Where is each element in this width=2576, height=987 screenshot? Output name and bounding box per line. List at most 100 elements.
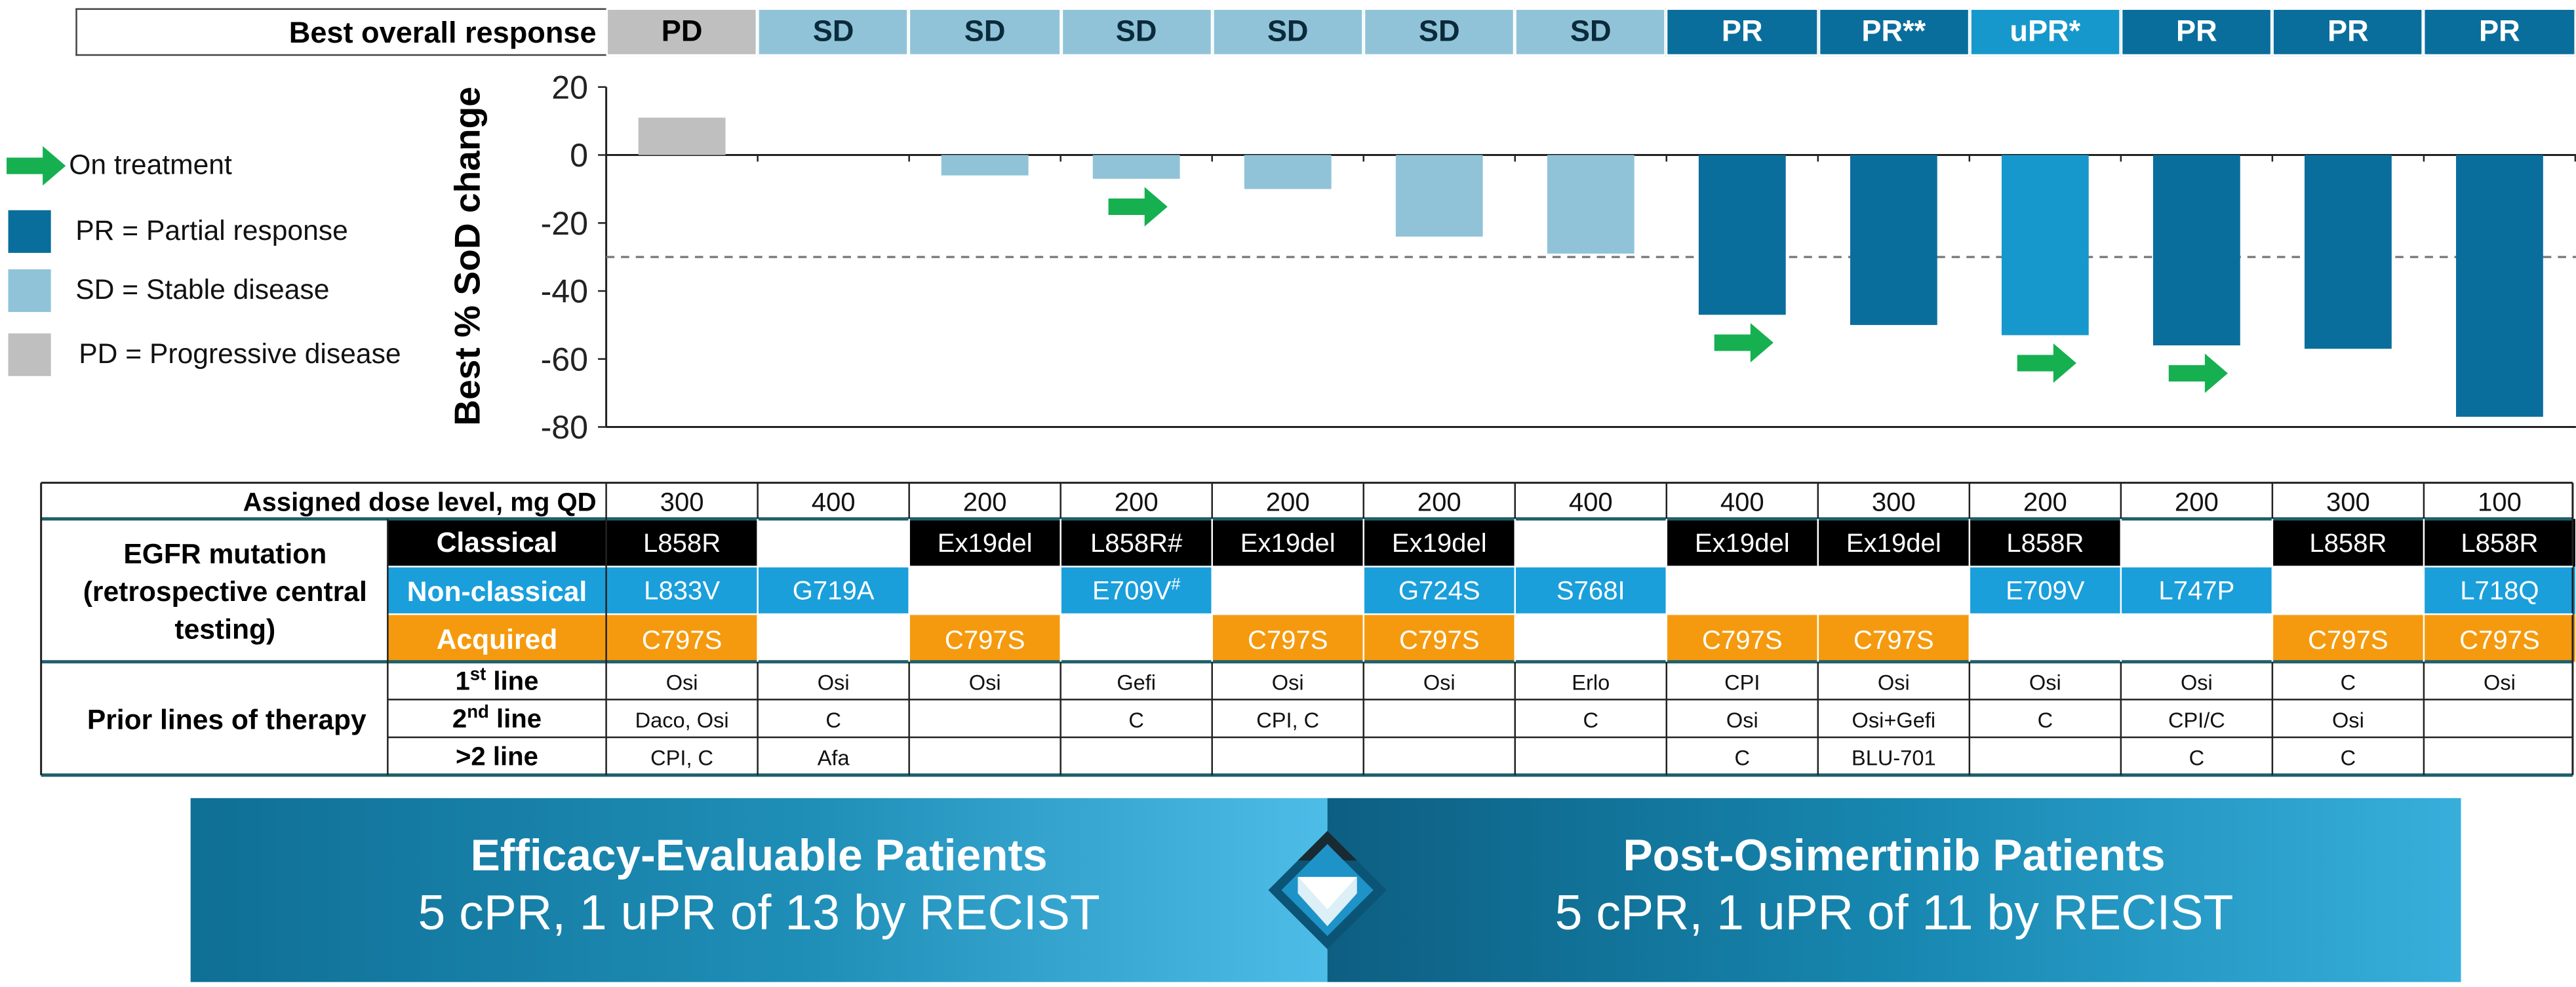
banner-left: Efficacy-Evaluable Patients 5 cPR, 1 uPR… [190,798,1328,982]
classical-cell-bg [2423,518,2575,567]
bar-patient-1 [638,117,726,155]
dose-value: 300 [1872,488,1916,516]
second-line-value: C [1583,708,1599,732]
classical-cell-bg [1817,518,1970,567]
bar-patient-4 [1092,155,1180,179]
classical-value: Ex19del [938,529,1033,558]
classical-cell-bg [2272,518,2424,567]
nonclassical-cell-bg [1515,566,1667,615]
prior-lines-label: Prior lines of therapy [87,705,367,736]
classical-value: L858R [643,529,721,558]
acquired-cell-bg [909,614,1061,662]
bar-patient-6 [1395,155,1483,237]
nonclassical-cell-bg [606,566,758,615]
response-header-label-cell: Best overall response [75,8,606,56]
first-line-value: Osi [969,670,1001,694]
y-tick-label: -80 [541,409,588,446]
banner-right-heading: Post-Osimertinib Patients [1623,830,2166,881]
first-line-value: Osi [1272,670,1304,694]
third-line-value: Afa [818,746,850,770]
on-treatment-arrow-icon [2168,353,2228,393]
response-cell-7: SD [1515,8,1667,56]
classical-cell-bg [909,518,1061,567]
legend-swatch-sd [8,269,51,313]
first-line-value: Erlo [1572,670,1610,694]
acquired-value: C797S [1853,626,1934,655]
classical-label: Classical [437,527,558,558]
response-cell-6: SD [1363,8,1515,56]
acquired-value: C797S [1399,626,1480,655]
banner-right: Post-Osimertinib Patients 5 cPR, 1 uPR o… [1327,798,2461,982]
nonclassical-cell-bg [1060,566,1212,615]
third-line-value: BLU-701 [1852,746,1936,770]
response-cell-11: PR [2120,8,2272,56]
nonclassical-cell-bg [2120,566,2272,615]
dose-value: 300 [2326,488,2370,516]
bar-patient-12 [2304,155,2392,349]
response-cell-5: SD [1212,8,1364,56]
response-cell-1: PD [606,8,758,56]
dose-value: 400 [1569,488,1613,516]
diamond-logo-icon [1268,830,1387,950]
bar-patient-8 [1698,155,1786,315]
first-line-value: Osi [2029,670,2061,694]
egfr-row-label: (retrospective central [83,576,367,608]
third-line-value: C [2341,746,2356,770]
bar-patient-11 [2152,155,2240,345]
dose-value: 200 [963,488,1007,516]
legend-label: PD = Progressive disease [79,338,401,370]
response-header-label: Best overall response [288,16,597,50]
second-line-value: CPI, C [1256,708,1319,732]
classical-value: Ex19del [1240,529,1336,558]
legend-item-pr: PR = Partial response [7,208,433,254]
legend-item-pd: PD = Progressive disease [7,332,433,377]
response-cell-3: SD [909,8,1061,56]
classical-label-bg [387,518,606,567]
classical-cell-bg [1666,518,1818,567]
acquired-value: C797S [642,626,723,655]
classical-value: L858R [2309,529,2387,558]
first-line-label: 1st line [455,663,538,695]
banner-left-subheading: 5 cPR, 1 uPR of 13 by RECIST [418,887,1100,941]
nonclassical-cell-bg [1363,566,1515,615]
acquired-value: C797S [2459,626,2540,655]
third-line-value: CPI, C [650,746,713,770]
acquired-cell-bg [1817,614,1970,662]
second-line-value: Daco, Osi [635,708,729,732]
nonclassical-value: L747P [2158,577,2234,606]
first-line-value: Gefi [1117,670,1156,694]
acquired-label: Acquired [437,624,558,655]
second-line-value: CPI/C [2168,708,2225,732]
response-cell-8: PR [1666,8,1818,56]
second-line-value: Osi [2332,708,2364,732]
first-line-value: Osi [1878,670,1910,694]
y-tick-label: 0 [570,137,588,174]
classical-cell-bg [606,518,758,567]
on-treatment-arrow-icon [2017,343,2076,383]
dose-value: 200 [2023,488,2067,516]
nonclassical-cell-bg [757,566,909,615]
acquired-value: C797S [1248,626,1328,655]
acquired-value: C797S [1702,626,1783,655]
acquired-cell-bg [1666,614,1818,662]
y-tick-label: 20 [551,69,588,106]
nonclassical-cell-bg [1969,566,2121,615]
nonclassical-value: S768I [1556,577,1625,606]
first-line-value: Osi [2484,670,2516,694]
patient-table: Assigned dose level, mg QD EGFR mutation (… [40,482,2575,777]
bar-patient-5 [1244,155,1332,189]
legend-swatch-pr [8,210,51,253]
second-line-value: C [825,708,841,732]
dose-value: 200 [1266,488,1310,516]
acquired-cell-bg [606,614,758,662]
nonclassical-value: E709V# [1092,575,1180,606]
first-line-value: Osi [1423,670,1456,694]
response-cell-13: PR [2423,8,2575,56]
response-cell-4: SD [1060,8,1212,56]
second-line-value: C [1128,708,1144,732]
dose-value: 100 [2478,488,2522,516]
response-cell-12: PR [2272,8,2424,56]
bar-patient-9 [1850,155,1937,325]
nonclassical-value: L718Q [2460,577,2539,606]
banner-right-subheading: 5 cPR, 1 uPR of 11 by RECIST [1555,887,2234,941]
